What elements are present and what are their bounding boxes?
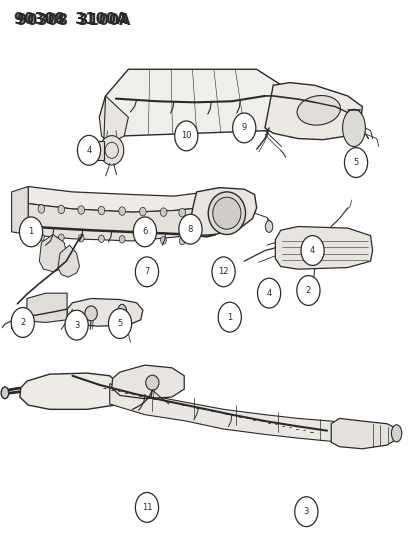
Text: 8: 8: [188, 225, 192, 233]
Ellipse shape: [145, 375, 159, 390]
Circle shape: [135, 492, 158, 522]
Ellipse shape: [342, 109, 365, 147]
Circle shape: [135, 257, 158, 287]
Ellipse shape: [212, 197, 240, 229]
Circle shape: [38, 205, 45, 213]
Ellipse shape: [265, 221, 272, 232]
Circle shape: [58, 234, 64, 241]
Circle shape: [160, 237, 166, 244]
Ellipse shape: [297, 95, 339, 125]
Text: 3: 3: [303, 507, 308, 516]
Circle shape: [140, 236, 145, 244]
Text: 90308  3100A: 90308 3100A: [17, 13, 130, 28]
Text: 7: 7: [144, 268, 149, 276]
Text: 4: 4: [266, 289, 271, 297]
Circle shape: [218, 302, 241, 332]
Ellipse shape: [85, 306, 97, 321]
Text: 9: 9: [241, 124, 246, 132]
Text: 10: 10: [180, 132, 191, 140]
Circle shape: [65, 310, 88, 340]
Circle shape: [178, 208, 185, 217]
Text: 1: 1: [28, 228, 33, 236]
Circle shape: [160, 208, 166, 216]
Text: 11: 11: [141, 503, 152, 512]
Text: 2: 2: [20, 318, 25, 327]
Polygon shape: [28, 204, 198, 241]
Ellipse shape: [1, 387, 9, 399]
Polygon shape: [275, 227, 372, 269]
Text: 3: 3: [74, 321, 79, 329]
Circle shape: [300, 236, 323, 265]
Ellipse shape: [208, 192, 245, 235]
Text: 4: 4: [86, 146, 91, 155]
Circle shape: [119, 207, 125, 215]
Circle shape: [78, 206, 84, 214]
Polygon shape: [112, 365, 184, 399]
Text: 12: 12: [218, 268, 228, 276]
Polygon shape: [12, 187, 28, 235]
Circle shape: [211, 257, 235, 287]
Polygon shape: [27, 293, 67, 322]
Ellipse shape: [390, 425, 401, 442]
Text: 5: 5: [353, 158, 358, 167]
Text: 2: 2: [305, 286, 310, 295]
Circle shape: [178, 214, 202, 244]
FancyBboxPatch shape: [11, 317, 21, 328]
Circle shape: [98, 206, 104, 215]
Text: 90308  3100A: 90308 3100A: [14, 12, 128, 27]
Text: 4: 4: [309, 246, 314, 255]
Circle shape: [133, 217, 156, 247]
Text: 1: 1: [227, 313, 232, 321]
Polygon shape: [20, 373, 122, 409]
Circle shape: [296, 276, 319, 305]
Polygon shape: [67, 298, 142, 326]
FancyBboxPatch shape: [80, 141, 104, 160]
Circle shape: [232, 113, 255, 143]
Polygon shape: [109, 384, 361, 447]
Circle shape: [38, 233, 44, 241]
Ellipse shape: [100, 136, 123, 165]
Polygon shape: [190, 188, 256, 236]
Ellipse shape: [117, 304, 126, 319]
Polygon shape: [99, 69, 285, 136]
Circle shape: [179, 237, 185, 245]
Text: 5: 5: [117, 319, 122, 328]
Polygon shape: [58, 245, 79, 277]
Text: 6: 6: [142, 228, 147, 236]
Circle shape: [19, 217, 43, 247]
Circle shape: [344, 148, 367, 177]
Circle shape: [174, 121, 197, 151]
Circle shape: [78, 235, 84, 242]
Polygon shape: [28, 187, 219, 212]
Circle shape: [294, 497, 317, 527]
Polygon shape: [264, 83, 361, 140]
Circle shape: [139, 207, 146, 216]
Circle shape: [257, 278, 280, 308]
Polygon shape: [330, 418, 397, 449]
Polygon shape: [39, 235, 68, 272]
Circle shape: [58, 205, 64, 214]
Circle shape: [11, 308, 34, 337]
Circle shape: [98, 235, 104, 243]
Circle shape: [108, 309, 131, 338]
Circle shape: [77, 135, 100, 165]
Polygon shape: [99, 96, 128, 144]
Circle shape: [119, 236, 125, 243]
